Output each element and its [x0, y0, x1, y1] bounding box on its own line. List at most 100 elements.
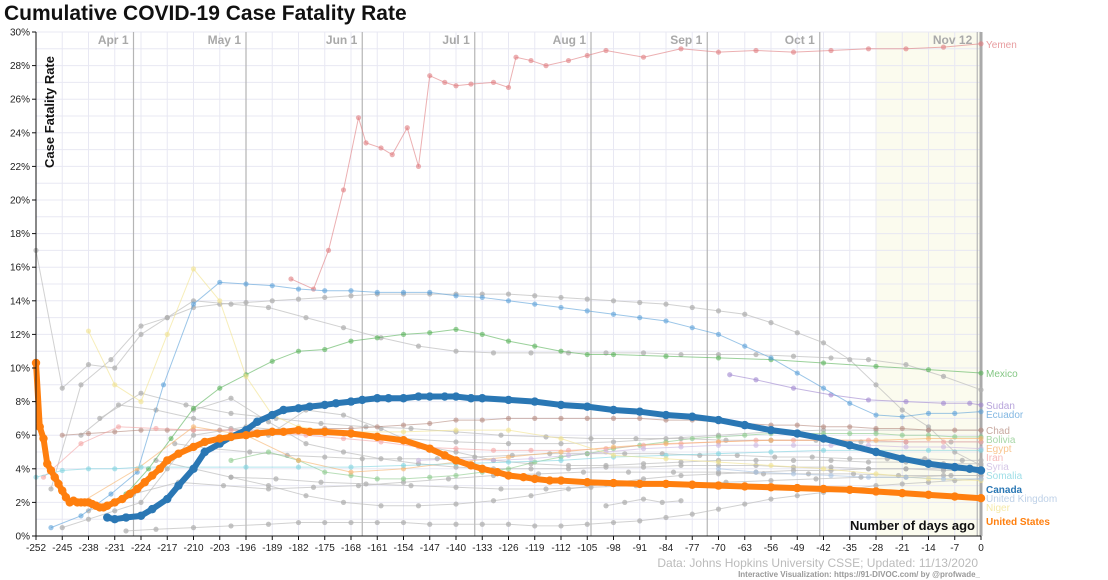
- bg-series-point: [374, 519, 380, 526]
- series-point: [288, 276, 294, 282]
- bg-series-point: [408, 425, 414, 432]
- series-line: [418, 444, 982, 461]
- bg-series-point: [828, 457, 834, 463]
- series-point: [688, 480, 697, 489]
- series-point: [400, 476, 407, 482]
- series-point: [715, 442, 722, 448]
- x-tick-label: -231: [105, 543, 125, 554]
- bg-series-point: [348, 519, 354, 526]
- series-point: [790, 49, 797, 55]
- series-point: [898, 488, 907, 498]
- series-point: [442, 79, 448, 85]
- bg-series-point: [663, 514, 669, 521]
- series-point: [85, 430, 92, 437]
- series-point: [440, 451, 449, 460]
- bg-series-point: [528, 493, 534, 499]
- series-point: [479, 417, 485, 423]
- series-point: [715, 451, 722, 457]
- bg-series-point: [948, 472, 954, 479]
- series-point: [978, 435, 984, 442]
- bg-series-point: [112, 508, 118, 514]
- series-point: [714, 415, 723, 425]
- series-point: [865, 397, 872, 403]
- bg-series-point: [183, 402, 189, 408]
- series-point: [320, 400, 329, 410]
- source-note: Data: Johns Hopkins University CSSE; Upd…: [657, 556, 978, 570]
- series-point: [610, 415, 617, 421]
- series-point: [558, 304, 564, 311]
- bg-series-point: [753, 457, 759, 463]
- series-point: [873, 363, 879, 369]
- bg-series-point: [742, 311, 748, 317]
- x-tick-label: -217: [157, 543, 177, 554]
- series-point: [190, 405, 197, 411]
- series-point: [374, 289, 380, 295]
- month-label: Aug 1: [553, 33, 587, 47]
- y-tick-label: 28%: [10, 61, 30, 72]
- bg-series-point: [689, 304, 695, 311]
- series-point: [940, 444, 947, 450]
- series-point: [505, 84, 512, 91]
- bg-series-point: [670, 469, 677, 475]
- series-point: [468, 81, 474, 87]
- series-point: [828, 47, 834, 54]
- bg-series-point: [640, 476, 647, 482]
- y-tick-label: 20%: [10, 196, 30, 207]
- bg-series-point: [532, 293, 538, 299]
- series-point: [217, 385, 223, 391]
- bg-series-point: [453, 348, 459, 354]
- series-point: [689, 325, 695, 331]
- series-point: [714, 481, 723, 490]
- series-point: [466, 394, 476, 403]
- bg-series-point: [265, 304, 272, 311]
- bg-series-point: [903, 466, 909, 472]
- series-point: [742, 343, 748, 349]
- series-point: [740, 482, 749, 491]
- bg-series-point: [363, 481, 369, 487]
- series-point: [243, 464, 249, 470]
- series-point: [490, 457, 497, 463]
- bg-series-point: [247, 449, 253, 455]
- series-end-label: Sudan: [986, 401, 1015, 412]
- bg-series-point: [528, 350, 534, 356]
- y-tick-label: 24%: [10, 128, 30, 139]
- series-point: [115, 424, 122, 430]
- bg-series-point: [138, 331, 144, 337]
- y-tick-label: 18%: [10, 229, 30, 240]
- series-point: [295, 464, 302, 470]
- series-point: [85, 328, 92, 334]
- series-point: [348, 464, 354, 470]
- series-point: [478, 464, 487, 473]
- bg-series-point: [558, 294, 564, 301]
- series-point: [43, 459, 52, 468]
- series-point: [108, 491, 114, 497]
- bg-series-point: [565, 486, 572, 492]
- bg-series-point: [768, 477, 774, 484]
- bg-series-point: [153, 526, 159, 532]
- credit-note: Interactive Visualization: https://91-DI…: [738, 570, 980, 579]
- series-point: [903, 399, 909, 405]
- series-point: [340, 435, 347, 442]
- series-point: [373, 394, 382, 403]
- series-point: [118, 494, 127, 504]
- series-point: [637, 315, 643, 321]
- series-point: [532, 343, 538, 349]
- series-point: [519, 473, 528, 482]
- series-point: [451, 456, 461, 465]
- bg-series-point: [565, 466, 572, 472]
- bg-series-point: [543, 486, 549, 492]
- bg-series-point: [228, 301, 234, 307]
- series-point: [558, 415, 564, 421]
- bg-series-point: [637, 518, 643, 524]
- series-point: [478, 394, 487, 403]
- series-point: [925, 427, 932, 433]
- bg-series-point: [505, 441, 512, 447]
- series-point: [295, 348, 302, 354]
- series-point: [373, 432, 382, 442]
- bg-series-point: [903, 362, 909, 368]
- series-end-label: Mexico: [986, 369, 1018, 380]
- bg-series-point: [584, 521, 590, 527]
- series-point: [609, 405, 618, 415]
- bg-series-point: [363, 424, 369, 430]
- series-point: [400, 331, 407, 337]
